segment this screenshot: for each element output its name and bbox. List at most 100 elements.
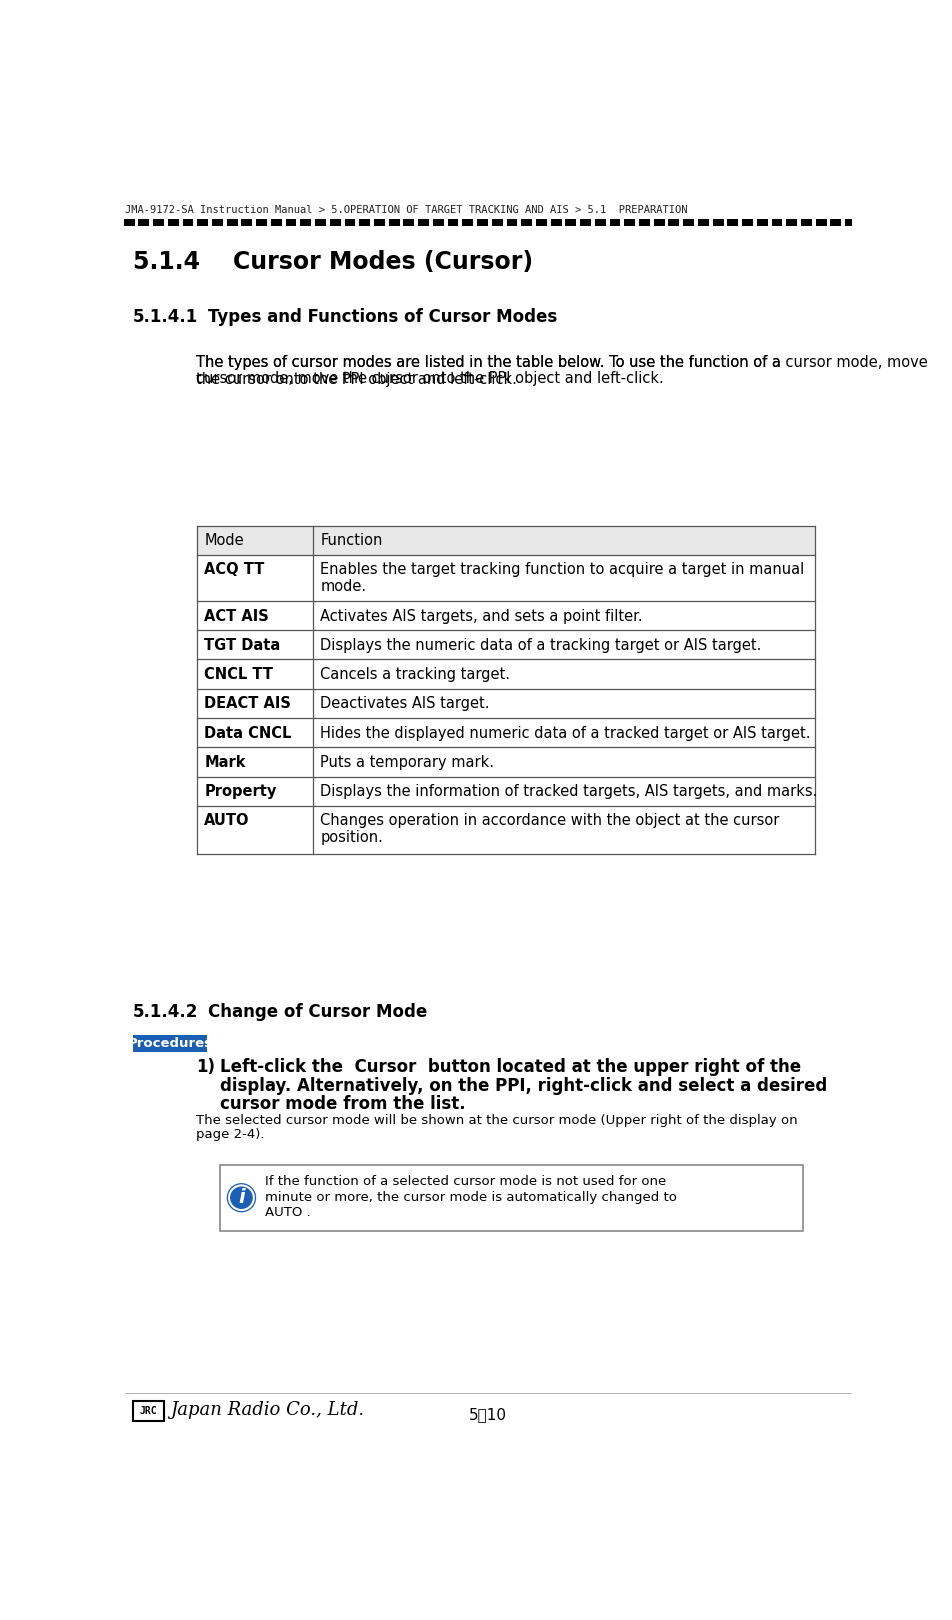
Text: DEACT AIS: DEACT AIS bbox=[205, 697, 291, 711]
Bar bbox=[220, 1165, 803, 1231]
Text: page 2-4).: page 2-4). bbox=[196, 1128, 265, 1140]
Bar bbox=[565, 219, 576, 225]
Bar bbox=[197, 219, 208, 225]
Bar bbox=[580, 219, 591, 225]
Bar bbox=[256, 219, 267, 225]
Bar bbox=[536, 219, 546, 225]
Bar bbox=[212, 219, 223, 225]
Bar bbox=[477, 219, 488, 225]
Text: i: i bbox=[238, 1187, 245, 1207]
Text: Changes operation in accordance with the object at the cursor: Changes operation in accordance with the… bbox=[321, 813, 780, 828]
Bar bbox=[463, 219, 473, 225]
Text: The types of cursor modes are listed in the table below. To use the function of : The types of cursor modes are listed in … bbox=[196, 355, 928, 387]
Bar bbox=[801, 219, 812, 225]
Bar bbox=[786, 219, 797, 225]
Text: Mode: Mode bbox=[205, 533, 244, 548]
Bar bbox=[183, 219, 193, 225]
Bar bbox=[138, 219, 149, 225]
Text: TGT Data: TGT Data bbox=[205, 638, 281, 653]
Bar bbox=[757, 219, 767, 225]
Bar bbox=[830, 219, 842, 225]
Bar bbox=[771, 219, 783, 225]
Bar bbox=[196, 805, 815, 854]
Bar bbox=[196, 554, 815, 601]
Bar bbox=[550, 219, 562, 225]
Bar bbox=[153, 219, 164, 225]
Text: Left-click the  Cursor  button located at the upper right of the: Left-click the Cursor button located at … bbox=[220, 1058, 801, 1076]
Text: Hides the displayed numeric data of a tracked target or AIS target.: Hides the displayed numeric data of a tr… bbox=[321, 726, 811, 740]
Bar bbox=[196, 688, 815, 718]
Bar bbox=[196, 601, 815, 630]
Bar bbox=[329, 219, 341, 225]
Bar bbox=[168, 219, 179, 225]
Text: minute or more, the cursor mode is automatically changed to: minute or more, the cursor mode is autom… bbox=[265, 1191, 677, 1204]
Bar bbox=[845, 219, 852, 225]
Text: The types of cursor modes are listed in the table below. To use the function of : The types of cursor modes are listed in … bbox=[196, 355, 782, 369]
Text: Puts a temporary mark.: Puts a temporary mark. bbox=[321, 755, 494, 770]
Text: Data CNCL: Data CNCL bbox=[205, 726, 291, 740]
Text: 5.1.4.1: 5.1.4.1 bbox=[133, 308, 198, 326]
Bar bbox=[684, 219, 694, 225]
Bar bbox=[300, 219, 311, 225]
Bar bbox=[418, 219, 429, 225]
Text: 5.1.4    Cursor Modes (Cursor): 5.1.4 Cursor Modes (Cursor) bbox=[133, 249, 533, 274]
Text: position.: position. bbox=[321, 829, 384, 844]
Bar bbox=[743, 219, 753, 225]
Text: JMA-9172-SA Instruction Manual > 5.OPERATION OF TARGET TRACKING AND AIS > 5.1  P: JMA-9172-SA Instruction Manual > 5.OPERA… bbox=[126, 206, 687, 215]
Text: Property: Property bbox=[205, 784, 277, 799]
Text: CNCL TT: CNCL TT bbox=[205, 667, 273, 682]
Text: Deactivates AIS target.: Deactivates AIS target. bbox=[321, 697, 490, 711]
Bar bbox=[196, 630, 815, 659]
Text: AUTO .: AUTO . bbox=[265, 1207, 310, 1220]
Bar bbox=[133, 1035, 207, 1051]
Bar bbox=[654, 219, 664, 225]
Bar bbox=[345, 219, 355, 225]
Bar bbox=[271, 219, 282, 225]
Text: Function: Function bbox=[321, 533, 383, 548]
Bar bbox=[609, 219, 621, 225]
Text: 5－10: 5－10 bbox=[469, 1408, 506, 1422]
Bar bbox=[522, 219, 532, 225]
Text: cursor mode from the list.: cursor mode from the list. bbox=[220, 1095, 466, 1113]
Text: ACQ TT: ACQ TT bbox=[205, 562, 265, 577]
Text: Enables the target tracking function to acquire a target in manual: Enables the target tracking function to … bbox=[321, 562, 804, 577]
Text: The selected cursor mode will be shown at the cursor mode (Upper right of the di: The selected cursor mode will be shown a… bbox=[196, 1115, 798, 1128]
Text: Types and Functions of Cursor Modes: Types and Functions of Cursor Modes bbox=[208, 308, 557, 326]
Bar bbox=[242, 219, 252, 225]
Text: Change of Cursor Mode: Change of Cursor Mode bbox=[208, 1003, 427, 1021]
Text: Displays the information of tracked targets, AIS targets, and marks.: Displays the information of tracked targ… bbox=[321, 784, 818, 799]
Bar bbox=[727, 219, 738, 225]
Circle shape bbox=[227, 1183, 256, 1212]
Bar bbox=[698, 219, 709, 225]
Bar bbox=[196, 659, 815, 688]
Text: Procedures: Procedures bbox=[128, 1037, 212, 1050]
Text: If the function of a selected cursor mode is not used for one: If the function of a selected cursor mod… bbox=[265, 1176, 666, 1189]
Text: mode.: mode. bbox=[321, 578, 367, 593]
Text: Mark: Mark bbox=[205, 755, 246, 770]
Bar bbox=[433, 219, 444, 225]
Bar bbox=[315, 219, 326, 225]
Bar bbox=[595, 219, 605, 225]
Text: 1): 1) bbox=[196, 1058, 215, 1076]
Bar bbox=[668, 219, 680, 225]
Bar bbox=[492, 219, 503, 225]
Bar bbox=[124, 219, 134, 225]
Bar bbox=[713, 219, 724, 225]
Text: ACT AIS: ACT AIS bbox=[205, 609, 269, 624]
Bar bbox=[506, 219, 517, 225]
Bar bbox=[639, 219, 650, 225]
Bar bbox=[625, 219, 635, 225]
Bar bbox=[227, 219, 238, 225]
Bar bbox=[388, 219, 400, 225]
Bar bbox=[374, 219, 385, 225]
Bar bbox=[196, 525, 815, 554]
Bar bbox=[196, 776, 815, 805]
Text: cursor mode, move the cursor onto the PPI object and left-click.: cursor mode, move the cursor onto the PP… bbox=[196, 371, 664, 387]
Bar bbox=[196, 747, 815, 776]
Text: Cancels a tracking target.: Cancels a tracking target. bbox=[321, 667, 510, 682]
Bar bbox=[404, 219, 414, 225]
Text: JRC: JRC bbox=[140, 1406, 157, 1416]
Text: 5.1.4.2: 5.1.4.2 bbox=[133, 1003, 198, 1021]
Text: AUTO: AUTO bbox=[205, 813, 249, 828]
Text: Japan Radio Co., Ltd.: Japan Radio Co., Ltd. bbox=[170, 1401, 365, 1419]
